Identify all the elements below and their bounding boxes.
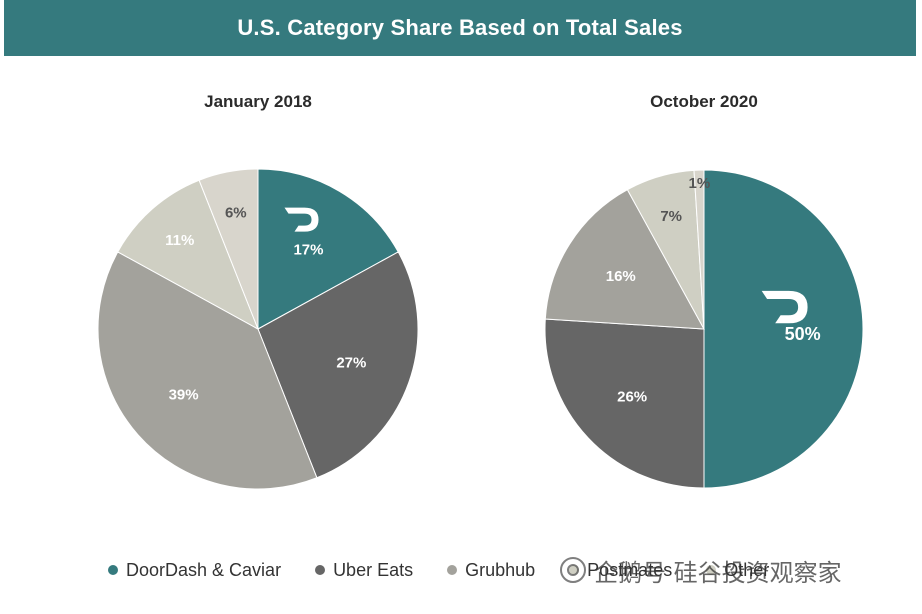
pie-slice-label: 11% [165, 232, 194, 249]
pie-slice-label: 6% [225, 205, 247, 222]
legend-label: DoorDash & Caviar [126, 559, 282, 580]
right-chart-title: October 2020 [650, 92, 758, 111]
pie-slice-label: 26% [617, 388, 647, 405]
legend-label: Grubhub [465, 559, 536, 580]
legend-label: Other [724, 559, 770, 580]
pie-slice-uber-eats [544, 318, 705, 489]
watermark: 企鹅号 硅谷投资观察家 [560, 550, 842, 590]
legend-swatch [108, 565, 118, 575]
page-title: U.S. Category Share Based on Total Sales [237, 15, 683, 40]
legend-swatch [447, 565, 458, 575]
pie-slice-doordash-caviar [703, 169, 864, 489]
penguin-account-icon [560, 557, 586, 583]
pie-slice-label: 1% [689, 175, 711, 192]
legend-swatch [315, 565, 326, 575]
pie-slice-grubhub [97, 251, 318, 490]
pie-slice-label: 27% [336, 355, 366, 372]
pie-slice-label: 50% [785, 324, 821, 344]
watermark-text: 企鹅号 硅谷投资观察家 [594, 558, 842, 587]
doordash-logo-icon [284, 207, 319, 232]
legend-swatch [706, 565, 717, 575]
pie-slice-label: 16% [606, 268, 636, 285]
pie-slice-other [693, 169, 705, 330]
pie-slice-label: 39% [169, 387, 199, 404]
pie-slice-uber-eats [257, 251, 419, 479]
pie-slice-label: 7% [660, 208, 682, 225]
chart-header-banner: U.S. Category Share Based on Total Sales [4, 0, 916, 56]
legend-item-doordash: DoorDash & Caviar [108, 560, 281, 581]
pie-slice-label: 17% [293, 242, 323, 259]
legend: DoorDash & Caviar Uber Eats Grubhub Post… [108, 556, 908, 584]
legend-item-uber-eats: Uber Eats [315, 560, 413, 581]
legend-label: Postmates [587, 559, 673, 580]
legend-item-other: Other [706, 560, 769, 581]
legend-item-grubhub: Grubhub [447, 560, 535, 581]
pie-slice-postmates [117, 179, 259, 331]
legend-label: Uber Eats [333, 559, 414, 580]
pie-slice-grubhub [544, 188, 705, 330]
left-chart-title: January 2018 [204, 92, 312, 111]
pie-slice-other [198, 168, 259, 330]
doordash-logo-icon [761, 290, 808, 324]
